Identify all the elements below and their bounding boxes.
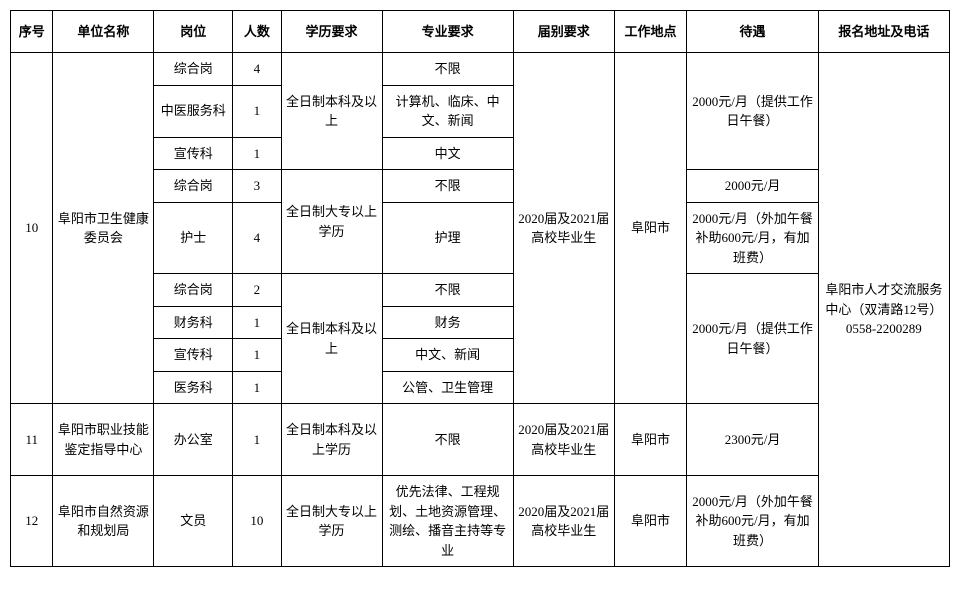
cell-major: 公管、卫生管理 — [382, 371, 513, 404]
cell-unit: 阜阳市自然资源和规划局 — [53, 476, 154, 567]
cell-major: 不限 — [382, 404, 513, 476]
cell-salary: 2000元/月（提供工作日午餐） — [687, 53, 818, 170]
cell-salary: 2000元/月 — [687, 170, 818, 203]
cell-major: 不限 — [382, 170, 513, 203]
cell-major: 中文 — [382, 137, 513, 170]
header-contact: 报名地址及电话 — [818, 11, 949, 53]
cell-post: 文员 — [154, 476, 233, 567]
cell-count: 4 — [233, 202, 281, 274]
cell-major: 优先法律、工程规划、土地资源管理、测绘、播音主持等专业 — [382, 476, 513, 567]
cell-count: 1 — [233, 371, 281, 404]
cell-major: 护理 — [382, 202, 513, 274]
cell-post: 护士 — [154, 202, 233, 274]
recruitment-table: 序号 单位名称 岗位 人数 学历要求 专业要求 届别要求 工作地点 待遇 报名地… — [10, 10, 950, 567]
cell-major: 财务 — [382, 306, 513, 339]
cell-post: 办公室 — [154, 404, 233, 476]
cell-grad: 2020届及2021届高校毕业生 — [513, 53, 614, 404]
cell-post: 综合岗 — [154, 170, 233, 203]
cell-count: 10 — [233, 476, 281, 567]
cell-post: 宣传科 — [154, 137, 233, 170]
cell-edu: 全日制大专以上学历 — [281, 170, 382, 274]
cell-edu: 全日制本科及以上 — [281, 53, 382, 170]
table-row: 10 阜阳市卫生健康委员会 综合岗 4 全日制本科及以上 不限 2020届及20… — [11, 53, 950, 86]
cell-count: 4 — [233, 53, 281, 86]
cell-count: 1 — [233, 404, 281, 476]
cell-salary: 2000元/月（外加午餐补助600元/月，有加班费） — [687, 476, 818, 567]
cell-seq: 10 — [11, 53, 53, 404]
cell-edu: 全日制大专以上学历 — [281, 476, 382, 567]
cell-edu: 全日制本科及以上 — [281, 274, 382, 404]
cell-major: 计算机、临床、中文、新闻 — [382, 85, 513, 137]
cell-count: 2 — [233, 274, 281, 307]
cell-count: 3 — [233, 170, 281, 203]
cell-major: 不限 — [382, 53, 513, 86]
cell-seq: 12 — [11, 476, 53, 567]
cell-post: 医务科 — [154, 371, 233, 404]
cell-count: 1 — [233, 306, 281, 339]
cell-grad: 2020届及2021届高校毕业生 — [513, 404, 614, 476]
cell-post: 财务科 — [154, 306, 233, 339]
cell-salary: 2300元/月 — [687, 404, 818, 476]
cell-contact: 阜阳市人才交流服务中心（双清路12号）0558-2200289 — [818, 53, 949, 567]
cell-salary: 2000元/月（提供工作日午餐） — [687, 274, 818, 404]
cell-unit: 阜阳市职业技能鉴定指导中心 — [53, 404, 154, 476]
header-grad: 届别要求 — [513, 11, 614, 53]
cell-unit: 阜阳市卫生健康委员会 — [53, 53, 154, 404]
header-seq: 序号 — [11, 11, 53, 53]
header-unit: 单位名称 — [53, 11, 154, 53]
cell-count: 1 — [233, 137, 281, 170]
header-major: 专业要求 — [382, 11, 513, 53]
cell-count: 1 — [233, 339, 281, 372]
cell-major: 中文、新闻 — [382, 339, 513, 372]
cell-post: 综合岗 — [154, 274, 233, 307]
cell-salary: 2000元/月（外加午餐补助600元/月，有加班费） — [687, 202, 818, 274]
header-count: 人数 — [233, 11, 281, 53]
cell-loc: 阜阳市 — [614, 53, 687, 404]
cell-major: 不限 — [382, 274, 513, 307]
cell-loc: 阜阳市 — [614, 476, 687, 567]
cell-post: 综合岗 — [154, 53, 233, 86]
cell-edu: 全日制本科及以上学历 — [281, 404, 382, 476]
cell-loc: 阜阳市 — [614, 404, 687, 476]
cell-seq: 11 — [11, 404, 53, 476]
header-post: 岗位 — [154, 11, 233, 53]
header-row: 序号 单位名称 岗位 人数 学历要求 专业要求 届别要求 工作地点 待遇 报名地… — [11, 11, 950, 53]
cell-post: 中医服务科 — [154, 85, 233, 137]
header-loc: 工作地点 — [614, 11, 687, 53]
cell-grad: 2020届及2021届高校毕业生 — [513, 476, 614, 567]
table-row: 12 阜阳市自然资源和规划局 文员 10 全日制大专以上学历 优先法律、工程规划… — [11, 476, 950, 567]
header-salary: 待遇 — [687, 11, 818, 53]
table-row: 11 阜阳市职业技能鉴定指导中心 办公室 1 全日制本科及以上学历 不限 202… — [11, 404, 950, 476]
cell-count: 1 — [233, 85, 281, 137]
cell-post: 宣传科 — [154, 339, 233, 372]
header-edu: 学历要求 — [281, 11, 382, 53]
